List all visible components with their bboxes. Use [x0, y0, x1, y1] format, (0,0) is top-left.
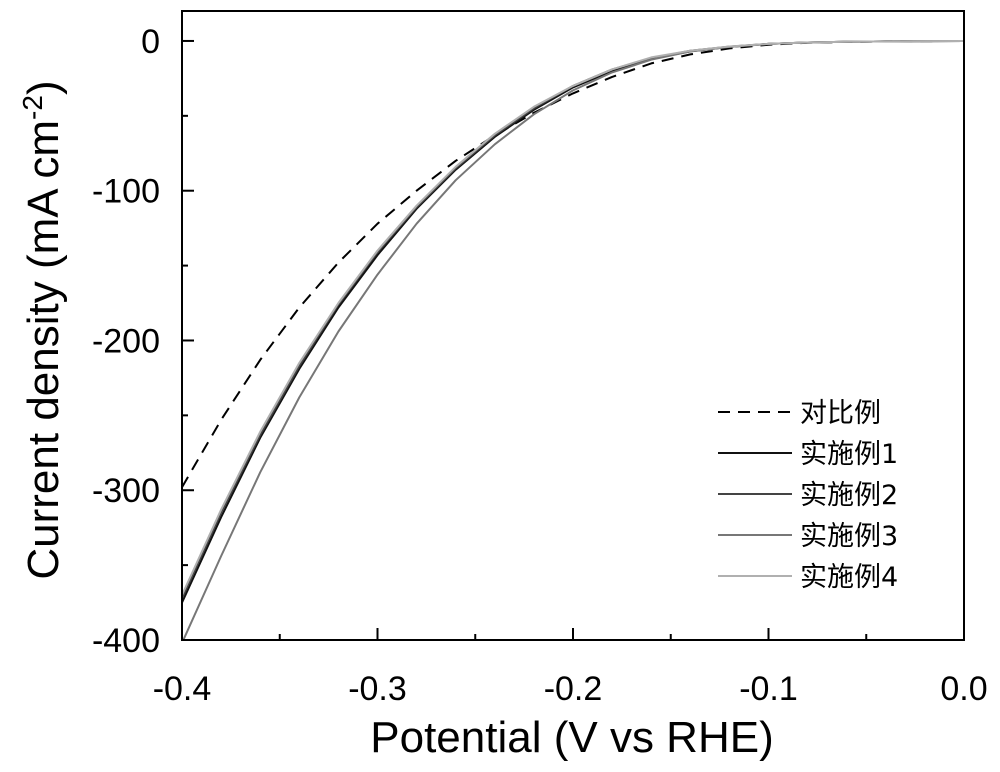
x-tick-label: -0.4 [153, 670, 212, 708]
y-axis-title-close: ) [19, 80, 68, 95]
legend-label: 对比例 [800, 398, 881, 429]
x-axis-title: Potential (V vs RHE) [370, 713, 773, 762]
series-layer [182, 40, 964, 640]
legend-label: 实施例1 [800, 439, 898, 470]
x-tick-label: -0.2 [544, 670, 603, 708]
x-tick-label: 0.0 [940, 670, 987, 708]
y-tick-label: -200 [92, 322, 160, 360]
y-tick-label: -400 [92, 622, 160, 660]
x-tick-label: -0.3 [348, 670, 407, 708]
ticks-layer [181, 39, 965, 641]
series-line-5 [182, 40, 964, 596]
series-line-1 [182, 40, 964, 488]
y-axis-title-superscript: -2 [17, 95, 48, 120]
legend-label: 实施例2 [800, 480, 898, 511]
y-axis-title: Current density (mA cm-2) [17, 80, 68, 579]
x-tick-label: -0.1 [739, 670, 798, 708]
legend-label: 实施例3 [800, 521, 898, 552]
y-axis-title-main: Current density (mA cm [19, 120, 68, 580]
y-tick-label: -300 [92, 472, 160, 510]
legend-label: 实施例4 [800, 562, 898, 593]
y-tick-label: 0 [141, 23, 160, 61]
y-tick-label: -100 [92, 173, 160, 211]
x-tick-labels: -0.4 -0.3 -0.2 -0.1 0.0 [153, 670, 988, 708]
y-tick-labels: 0 -100 -200 -300 -400 [92, 23, 160, 660]
